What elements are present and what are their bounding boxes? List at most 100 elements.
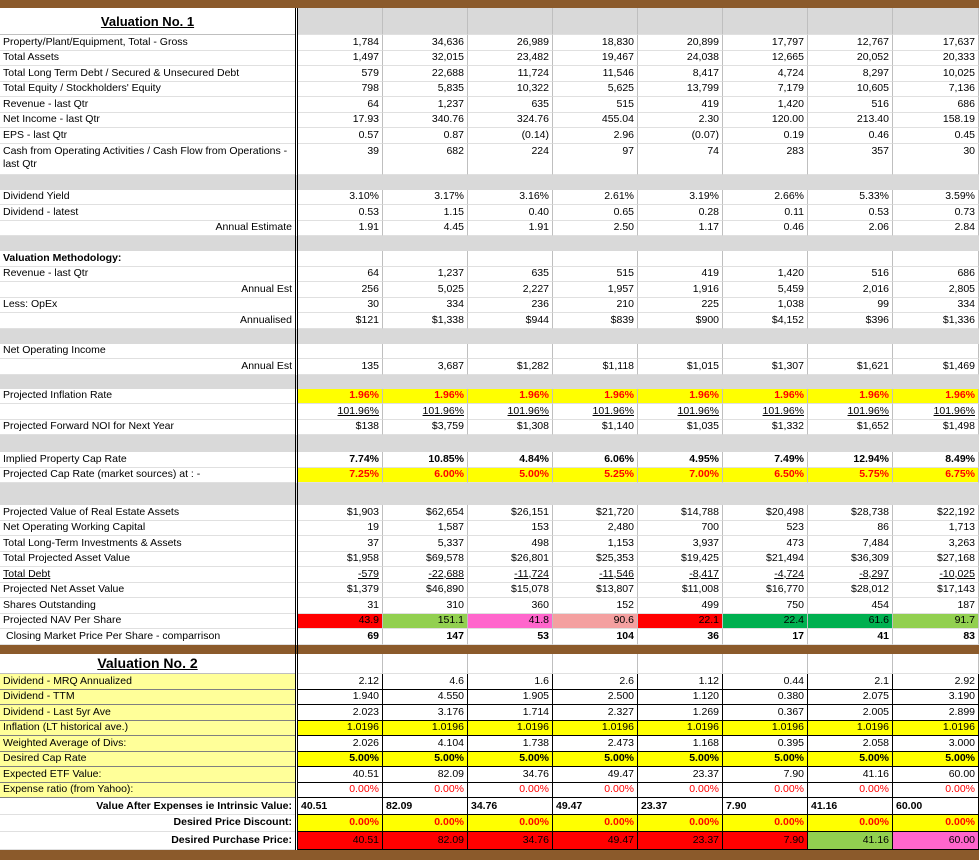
value-cell: 4.45 (383, 220, 468, 236)
row-label: Annual Est (0, 282, 295, 298)
header-cell (893, 654, 979, 674)
value-cell: $17,143 (893, 582, 979, 598)
spacer-row (0, 328, 979, 344)
value-cell: 1.12 (638, 674, 723, 690)
header-cell (808, 8, 893, 35)
value-cell: 91.7 (893, 613, 979, 629)
value-cell: 34.76 (468, 831, 553, 850)
value-cell: 0.44 (723, 674, 808, 690)
header-cell (553, 654, 638, 674)
value-cell: $1,035 (638, 419, 723, 435)
value-cell: 2.023 (298, 705, 383, 721)
value-cell: $1,015 (638, 359, 723, 375)
value-cell: 34.76 (468, 767, 553, 783)
value-cell: 499 (638, 598, 723, 614)
value-cell: 34.76 (468, 798, 553, 815)
value-cell: 1,497 (298, 50, 383, 66)
row-label: Projected Forward NOI for Next Year (0, 420, 295, 435)
value-cell: 99 (808, 297, 893, 313)
value-cell: 3,687 (383, 359, 468, 375)
value-cell: 83 (893, 629, 979, 645)
row-label: Annual Estimate (0, 221, 295, 236)
value-cell (298, 343, 383, 359)
value-cell: 20,899 (638, 35, 723, 51)
value-cell: 0.00% (298, 815, 383, 832)
value-cell: 0.00% (638, 782, 723, 798)
value-cell: 8,297 (808, 66, 893, 82)
value-cell: 17.93 (298, 112, 383, 128)
value-cell: 1,957 (553, 282, 638, 298)
value-cell: $15,078 (468, 582, 553, 598)
value-cell: 1.0196 (723, 720, 808, 736)
value-cell: 32,015 (383, 50, 468, 66)
row-label: Cash from Operating Activities / Cash Fl… (0, 144, 295, 175)
value-cell: 30 (893, 143, 979, 175)
spacer-row (0, 236, 979, 251)
value-cell: 454 (808, 598, 893, 614)
value-cell: 3,937 (638, 536, 723, 552)
value-cell: 5,025 (383, 282, 468, 298)
value-cell: 158.19 (893, 112, 979, 128)
value-cell: 0.46 (808, 128, 893, 144)
value-cell: 19,467 (553, 50, 638, 66)
value-cell: $944 (468, 313, 553, 329)
value-cell: 101.96% (553, 404, 638, 420)
value-cell: 1.96% (298, 388, 383, 404)
value-cell (723, 343, 808, 359)
value-cell: 0.00% (638, 815, 723, 832)
header-cell (893, 8, 979, 35)
value-cell: 5,625 (553, 81, 638, 97)
value-cell (298, 251, 383, 267)
row-label: Total Long-Term Investments & Assets (0, 536, 295, 552)
value-cell: 34,636 (383, 35, 468, 51)
value-cell: 225 (638, 297, 723, 313)
value-cell: 2.899 (893, 705, 979, 721)
value-cell: $21,494 (723, 551, 808, 567)
row-label: Value After Expenses ie Intrinsic Value: (0, 798, 295, 815)
value-cell: 498 (468, 536, 553, 552)
value-cell: 41.16 (808, 767, 893, 783)
value-cell: 2,805 (893, 282, 979, 298)
row-label: EPS - last Qtr (0, 128, 295, 144)
header-cell (808, 654, 893, 674)
value-cell: (0.07) (638, 128, 723, 144)
value-cell: 22.1 (638, 613, 723, 629)
value-cell: 5.25% (553, 467, 638, 483)
value-cell: 2.473 (553, 736, 638, 752)
value-cell: $26,151 (468, 505, 553, 521)
value-cell: $1,498 (893, 419, 979, 435)
value-cell: 104 (553, 629, 638, 645)
value-cell: 0.00% (553, 782, 638, 798)
value-cell: 0.00% (468, 782, 553, 798)
value-cell: 1,420 (723, 97, 808, 113)
value-cell: 101.96% (638, 404, 723, 420)
value-cell: 20,333 (893, 50, 979, 66)
header-cell (298, 654, 383, 674)
value-cell: 19 (298, 520, 383, 536)
row-label: Revenue - last Qtr (0, 267, 295, 282)
value-cell: 2.30 (638, 112, 723, 128)
header-cell (468, 654, 553, 674)
value-cell: 0.00% (383, 815, 468, 832)
value-cell: 23.37 (638, 798, 723, 815)
value-cell: $900 (638, 313, 723, 329)
value-cell: 41.16 (808, 798, 893, 815)
value-cell: 4,724 (723, 66, 808, 82)
value-cell: 86 (808, 520, 893, 536)
value-cell: 516 (808, 97, 893, 113)
value-cell: 36 (638, 629, 723, 645)
value-cell: 135 (298, 359, 383, 375)
spacer-row (0, 435, 979, 452)
spacer-row (0, 174, 979, 190)
value-cell (553, 343, 638, 359)
value-cell: 40.51 (298, 767, 383, 783)
value-cell: 0.46 (723, 220, 808, 236)
value-cell: 1.96% (553, 388, 638, 404)
value-cell: $25,353 (553, 551, 638, 567)
value-cell: $3,759 (383, 419, 468, 435)
value-cell: 49.47 (553, 767, 638, 783)
value-cell: 1,420 (723, 266, 808, 282)
value-cell: 11,724 (468, 66, 553, 82)
value-cell: 5.33% (808, 189, 893, 205)
value-cell: $28,012 (808, 582, 893, 598)
